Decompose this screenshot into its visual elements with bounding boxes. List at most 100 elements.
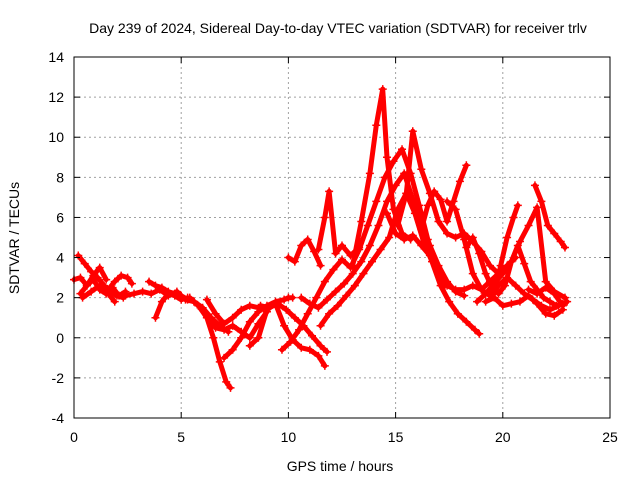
data-point (541, 283, 550, 292)
data-point (468, 281, 477, 290)
data-point (74, 251, 83, 260)
data-point (303, 309, 312, 318)
x-tick-label: 25 (602, 429, 618, 445)
data-point (560, 243, 569, 252)
data-point (363, 221, 372, 230)
data-point (95, 281, 104, 290)
data-point (398, 145, 407, 154)
data-point (383, 209, 392, 218)
x-tick-label: 20 (495, 429, 511, 445)
data-point (383, 153, 392, 162)
data-point (470, 325, 479, 334)
data-point (507, 257, 516, 266)
y-tick-label: 14 (48, 49, 64, 65)
y-tick-label: 6 (56, 209, 64, 225)
data-point (256, 301, 265, 310)
data-point (530, 181, 539, 190)
series-trace-28 (530, 181, 569, 252)
data-point (273, 299, 282, 308)
series-trace-27 (490, 201, 522, 298)
data-point (333, 301, 342, 310)
data-traces (70, 85, 572, 392)
data-point (550, 229, 559, 238)
data-point (430, 187, 439, 196)
data-point (513, 201, 522, 210)
data-point (312, 293, 321, 302)
data-point (117, 271, 126, 280)
data-point (280, 295, 289, 304)
data-point (157, 297, 166, 306)
data-point (138, 287, 147, 296)
y-tick-label: 4 (56, 250, 64, 266)
data-point (284, 253, 293, 262)
y-tick-label: -2 (52, 370, 65, 386)
data-point (220, 353, 229, 362)
data-point (329, 265, 338, 274)
data-point (127, 279, 136, 288)
data-point (372, 121, 381, 130)
data-point (325, 309, 334, 318)
data-point (443, 229, 452, 238)
data-point (194, 301, 203, 310)
series-line (247, 301, 328, 369)
y-tick-label: 0 (56, 330, 64, 346)
data-point (481, 297, 490, 306)
data-point (445, 297, 454, 306)
x-axis-label: GPS time / hours (287, 458, 394, 474)
data-point (282, 305, 291, 314)
data-point (316, 261, 325, 270)
series-trace-22 (417, 161, 471, 234)
data-point (545, 297, 554, 306)
data-point (215, 357, 224, 366)
data-point (410, 209, 419, 218)
data-point (378, 85, 387, 94)
data-point (475, 249, 484, 258)
data-point (556, 237, 565, 246)
series-line (483, 293, 566, 319)
data-point (451, 233, 460, 242)
data-point (357, 217, 366, 226)
x-tick-label: 15 (388, 429, 404, 445)
data-point (245, 301, 254, 310)
data-point (533, 289, 542, 298)
data-point (537, 197, 546, 206)
data-point (320, 213, 329, 222)
series-trace-3 (76, 263, 111, 298)
series-line (258, 301, 330, 355)
data-point (443, 197, 452, 206)
data-point (490, 289, 499, 298)
data-point (357, 257, 366, 266)
data-point (185, 293, 194, 302)
series-line (298, 170, 467, 311)
data-point (350, 281, 359, 290)
data-point (423, 201, 432, 210)
data-point (157, 283, 166, 292)
data-point (462, 161, 471, 170)
data-point (389, 205, 398, 214)
data-point (211, 323, 220, 332)
data-point (374, 221, 383, 230)
chart-title: Day 239 of 2024, Sidereal Day-to-day VTE… (89, 20, 587, 36)
y-tick-label: -4 (52, 410, 65, 426)
data-point (338, 241, 346, 250)
data-point (453, 309, 462, 318)
data-point (481, 269, 490, 278)
data-point (80, 259, 89, 268)
data-point (112, 291, 121, 300)
data-point (102, 275, 111, 284)
data-point (524, 221, 533, 230)
data-point (316, 341, 325, 350)
data-point (348, 261, 357, 270)
y-axis-label: SDTVAR / TECUs (6, 182, 22, 294)
data-point (228, 313, 237, 322)
data-point (359, 269, 368, 278)
data-point (481, 289, 490, 298)
data-point (500, 281, 509, 290)
data-point (202, 295, 211, 304)
data-point (211, 309, 220, 318)
data-point (104, 289, 113, 298)
data-point (391, 229, 400, 238)
data-point (550, 311, 559, 320)
data-point (254, 333, 263, 342)
